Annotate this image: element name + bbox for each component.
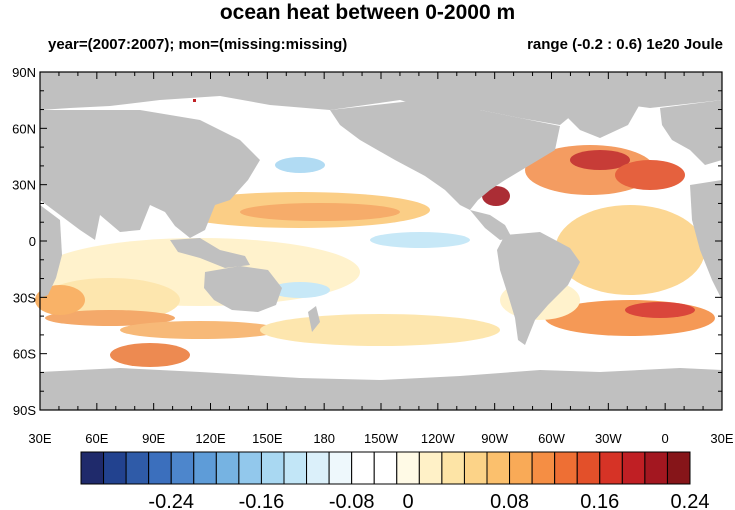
lon-label: 60E xyxy=(85,431,108,446)
colorbar-swatch xyxy=(215,451,240,485)
lon-label: 180 xyxy=(313,431,335,446)
colorbar-swatch xyxy=(576,451,601,485)
colorbar-swatch xyxy=(463,451,488,485)
colorbar-swatch xyxy=(644,451,668,485)
value-range-subtitle: range (-0.2 : 0.6) 1e20 Joule xyxy=(527,36,723,53)
colorbar-swatch xyxy=(193,451,217,485)
arctic-land xyxy=(40,72,722,125)
lat-label: 30N xyxy=(12,178,36,193)
colorbar-label: 0.16 xyxy=(580,491,619,510)
map-title: ocean heat between 0-2000 m xyxy=(219,1,516,24)
colorbar-swatch xyxy=(509,451,533,485)
colorbar-label: -0.08 xyxy=(329,491,375,510)
colorbar-swatch xyxy=(351,451,375,485)
colorbar-swatch xyxy=(260,451,285,485)
lon-label: 30E xyxy=(710,431,733,446)
colorbar-swatch xyxy=(125,451,150,485)
colorbar-swatch xyxy=(80,451,105,485)
lon-label: 120W xyxy=(421,431,456,446)
map-panel xyxy=(35,71,723,411)
colorbar-swatch xyxy=(283,451,308,485)
colorbar-swatch xyxy=(418,451,443,485)
africa-land-east xyxy=(690,180,722,300)
lat-label: 90N xyxy=(12,65,36,80)
lon-label: 60W xyxy=(538,431,565,446)
colorbar-swatch xyxy=(441,451,465,485)
indonesia-land xyxy=(170,238,250,268)
colorbar xyxy=(80,451,691,485)
lon-label: 150W xyxy=(364,431,399,446)
lon-label: 120E xyxy=(195,431,226,446)
colorbar-label: -0.24 xyxy=(148,491,194,510)
lat-label: 30S xyxy=(13,290,36,305)
lon-label: 30W xyxy=(595,431,622,446)
colorbar-label: -0.16 xyxy=(239,491,285,510)
data-artifact xyxy=(193,99,196,102)
colorbar-swatch xyxy=(396,451,420,485)
lat-label: 60S xyxy=(13,347,36,362)
colorbar-label: 0 xyxy=(402,491,413,510)
asia-land xyxy=(40,110,260,240)
colorbar-swatch xyxy=(621,451,646,485)
colorbar-swatch xyxy=(486,451,511,485)
lon-label: 90E xyxy=(142,431,165,446)
colorbar-swatch xyxy=(306,451,330,485)
colorbar-label: 0.24 xyxy=(671,491,710,510)
europe-land xyxy=(660,100,722,165)
lon-label: 90W xyxy=(481,431,508,446)
antarctica-land xyxy=(40,368,722,410)
time-range-subtitle: year=(2007:2007); mon=(missing:missing) xyxy=(48,36,348,53)
colorbar-swatch xyxy=(170,451,195,485)
colorbar-swatch xyxy=(373,451,398,485)
north-america-land xyxy=(330,100,560,210)
new-zealand-land xyxy=(308,306,320,332)
central-america-land xyxy=(470,210,512,240)
colorbar-swatch xyxy=(666,451,691,485)
land-masses xyxy=(40,72,722,410)
colorbar-swatch xyxy=(238,451,262,485)
longitude-labels: 30E 60E 90E 120E 150E 180 150W 120W 90W 60W 30W 0 30… xyxy=(28,431,733,446)
greenland-land xyxy=(560,96,640,138)
colorbar-swatch xyxy=(103,451,127,485)
lat-label: 60N xyxy=(12,121,36,136)
lon-label: 30E xyxy=(28,431,51,446)
colorbar-swatch xyxy=(328,451,353,485)
colorbar-swatch xyxy=(148,451,172,485)
africa-land-west xyxy=(40,205,62,298)
lon-label: 0 xyxy=(662,431,669,446)
latitude-labels: 90N 60N 30N 0 30S 60S 90S xyxy=(12,65,36,418)
colorbar-swatch xyxy=(531,451,556,485)
colorbar-swatch xyxy=(599,451,623,485)
lat-label: 90S xyxy=(13,403,36,418)
australia-land xyxy=(204,266,282,312)
lat-label: 0 xyxy=(29,234,36,249)
south-america-land xyxy=(497,232,580,345)
axis-ticks xyxy=(39,71,723,411)
colorbar-label: 0.08 xyxy=(490,491,529,510)
colorbar-swatch xyxy=(554,451,578,485)
colorbar-labels: -0.24 -0.16 -0.08 0 0.08 0.16 0.24 xyxy=(148,491,709,510)
lon-label: 150E xyxy=(252,431,283,446)
